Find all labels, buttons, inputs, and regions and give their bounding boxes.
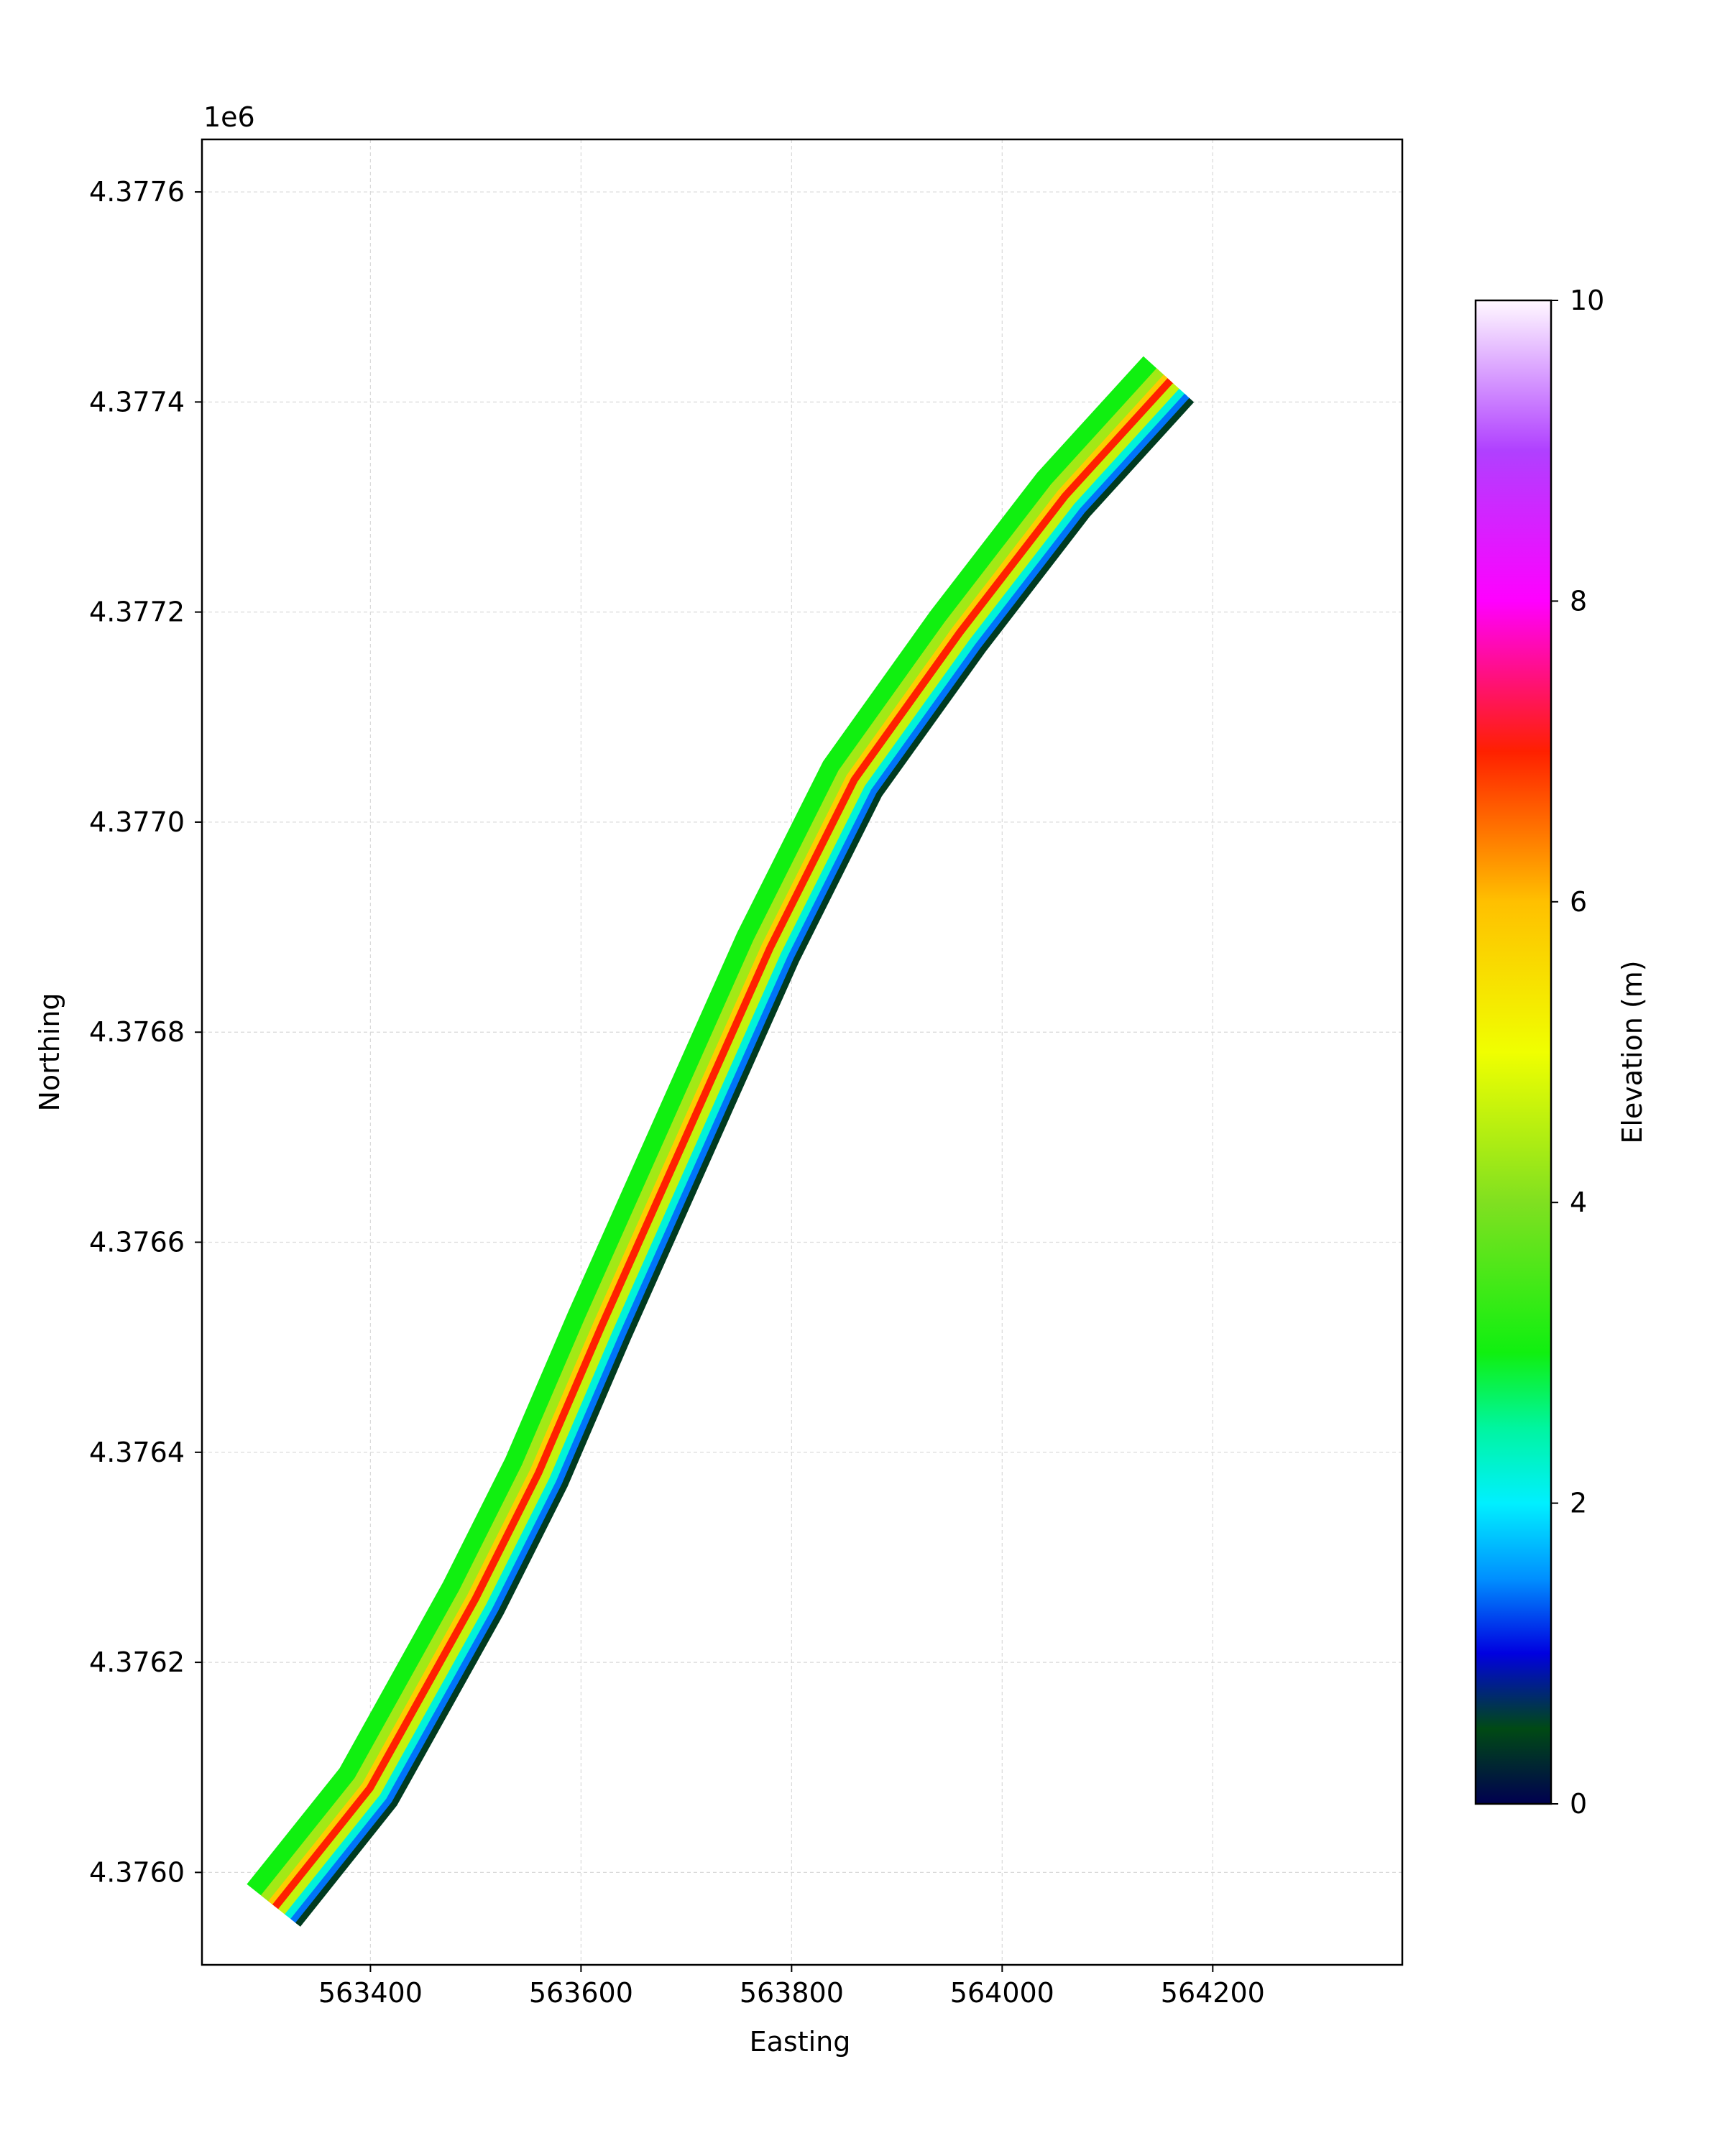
grid xyxy=(202,139,1402,1965)
y-tick-label: 4.3774 xyxy=(89,386,185,418)
y-axis-ticks: 4.3760 4.3762 4.3764 4.3766 4.3768 4.3770 4.37… xyxy=(89,176,202,1888)
y-tick-label: 4.3762 xyxy=(89,1646,185,1678)
colorbar-tick-label: 2 xyxy=(1570,1488,1587,1519)
colorbar xyxy=(1474,299,1552,1805)
elevation-band xyxy=(247,356,1170,1907)
y-tick-label: 4.3768 xyxy=(89,1016,185,1048)
colorbar-tick-label: 0 xyxy=(1570,1788,1587,1820)
colorbar-ticks: 0 2 4 6 8 10 xyxy=(1551,285,1604,1820)
colorbar-tick-label: 10 xyxy=(1570,285,1604,316)
heatmap-raster xyxy=(247,356,1195,1927)
y-tick-label: 4.3776 xyxy=(89,176,185,208)
colorbar-tick-label: 8 xyxy=(1570,585,1587,617)
y-tick-label: 4.3766 xyxy=(89,1227,185,1258)
colorbar-tick-label: 6 xyxy=(1570,886,1587,918)
y-tick-label: 4.3772 xyxy=(89,596,185,628)
x-tick-label: 563400 xyxy=(318,1977,423,2009)
y-tick-label: 4.3760 xyxy=(89,1856,185,1888)
plot-frame xyxy=(201,138,1404,1966)
offset-label: 1e6 xyxy=(203,101,255,133)
x-tick-label: 564000 xyxy=(950,1977,1054,2009)
x-tick-label: 563800 xyxy=(740,1977,844,2009)
x-axis-ticks: 563400 563600 563800 564000 564200 xyxy=(318,1965,1265,2009)
y-axis-label: Northing xyxy=(34,992,65,1111)
colorbar-label: Elevation (m) xyxy=(1616,960,1648,1143)
y-tick-label: 4.3770 xyxy=(89,806,185,838)
plot-area xyxy=(202,139,1402,1965)
y-tick-label: 4.3764 xyxy=(89,1437,185,1468)
x-axis-label: Easting xyxy=(750,2026,851,2058)
colorbar-tick-label: 4 xyxy=(1570,1187,1587,1218)
x-tick-label: 564200 xyxy=(1161,1977,1265,2009)
x-tick-label: 563600 xyxy=(529,1977,633,2009)
